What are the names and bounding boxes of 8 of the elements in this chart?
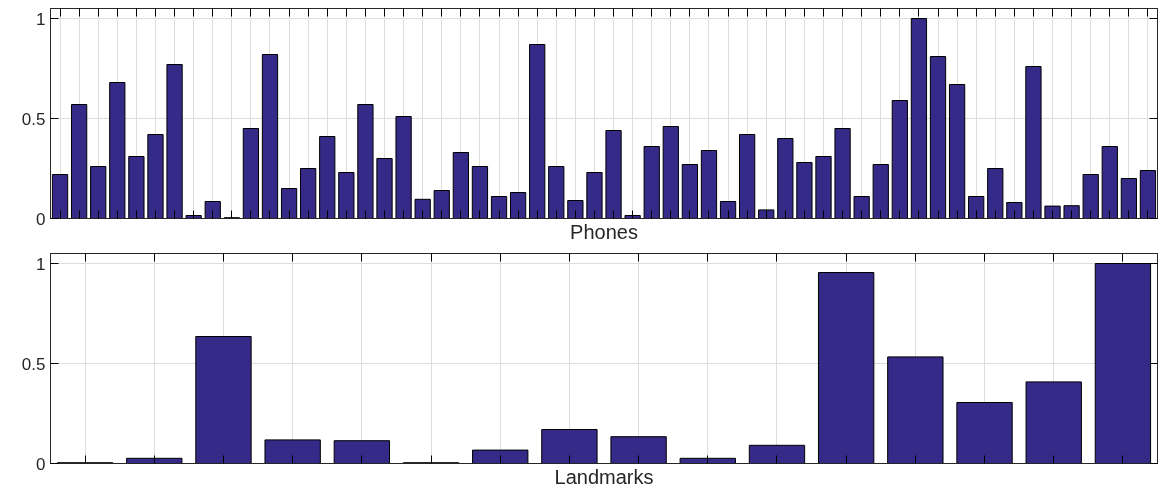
x-axis-title: Phones — [570, 220, 638, 243]
y-tick-label: 0.5 — [21, 109, 46, 129]
x-axis-title: Landmarks — [554, 465, 654, 488]
y-tick-label: 1 — [36, 254, 46, 274]
y-tick-label: 0.5 — [21, 354, 46, 374]
y-tick-label: 1 — [36, 9, 46, 29]
y-tick-label: 0 — [36, 209, 46, 229]
y-tick-label: 0 — [36, 454, 46, 474]
